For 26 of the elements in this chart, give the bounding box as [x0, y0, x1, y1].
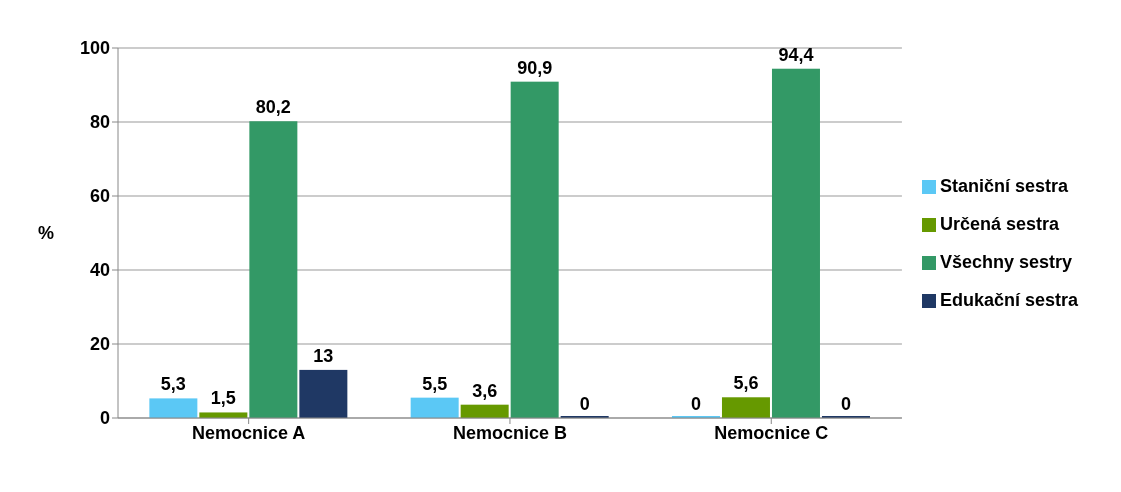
- legend-label: Edukační sestra: [939, 290, 1078, 310]
- data-label: 13: [313, 345, 334, 366]
- x-tick-label: Nemocnice C: [714, 422, 829, 443]
- y-tick-label: 60: [89, 186, 110, 207]
- data-label: 90,9: [517, 57, 553, 78]
- legend-label: Určená sestra: [939, 214, 1059, 234]
- data-label: 0: [840, 394, 851, 414]
- x-tick-label: Nemocnice B: [452, 422, 567, 443]
- x-tick-label: Nemocnice A: [191, 422, 306, 443]
- data-label: 0: [690, 394, 701, 414]
- y-tick-label: 80: [89, 112, 110, 133]
- legend-label: Všechny sestry: [939, 252, 1073, 272]
- y-tick-label: 100: [79, 38, 110, 59]
- data-label: 5,3: [160, 374, 186, 395]
- y-tick-label: 20: [89, 334, 110, 355]
- data-label: 3,6: [472, 380, 498, 401]
- y-tick-label: 40: [89, 260, 110, 281]
- legend-label: Staniční sestra: [939, 176, 1068, 196]
- data-label: 0: [579, 394, 590, 414]
- data-label: 5,5: [422, 373, 448, 394]
- data-label: 1,5: [210, 388, 236, 409]
- data-label: 94,4: [778, 44, 814, 65]
- data-label: 5,6: [733, 373, 759, 394]
- y-tick-label: 0: [99, 408, 110, 429]
- data-label: 80,2: [255, 97, 291, 118]
- y-axis-title: %: [38, 223, 55, 244]
